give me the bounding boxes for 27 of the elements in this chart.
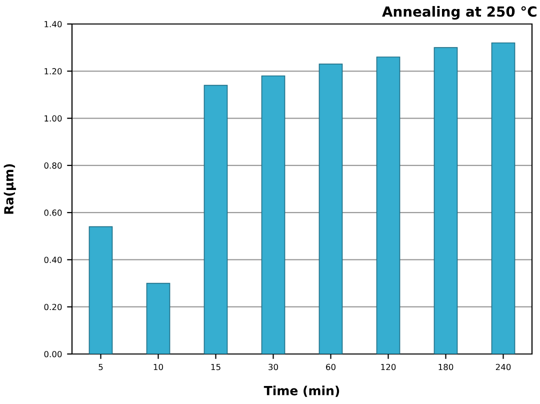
y-tick-label: 0.20 xyxy=(44,304,62,310)
bar xyxy=(376,56,400,354)
x-tick-label: 10 xyxy=(154,364,163,370)
y-tick-label: 0.80 xyxy=(44,162,62,169)
bar xyxy=(491,42,516,354)
y-tick-label: 0.00 xyxy=(44,350,62,358)
chart-title: Annealing at 250 °C xyxy=(382,6,536,20)
x-axis-title: Time (min) xyxy=(264,386,340,397)
x-tick-label: 5 xyxy=(98,364,103,370)
x-tick-label: 180 xyxy=(438,364,454,370)
bar xyxy=(204,84,228,354)
x-tick-label: 30 xyxy=(268,364,278,370)
bar xyxy=(434,47,458,354)
y-tick-label: 0.60 xyxy=(44,210,62,216)
y-tick-label: 1.20 xyxy=(44,68,62,74)
bar xyxy=(88,226,113,354)
y-tick-label: 0.40 xyxy=(44,256,62,263)
x-tick-label: 15 xyxy=(211,364,220,370)
x-tick-label: 240 xyxy=(496,364,511,370)
bar xyxy=(261,75,286,354)
x-tick-label: 60 xyxy=(326,364,336,370)
y-axis-title: Ra(μm) xyxy=(4,164,16,214)
y-tick-label: 1.00 xyxy=(44,115,62,122)
bar xyxy=(146,282,170,354)
bar xyxy=(318,64,343,354)
y-tick-label: 1.40 xyxy=(44,20,62,28)
x-tick-label: 120 xyxy=(381,364,396,370)
